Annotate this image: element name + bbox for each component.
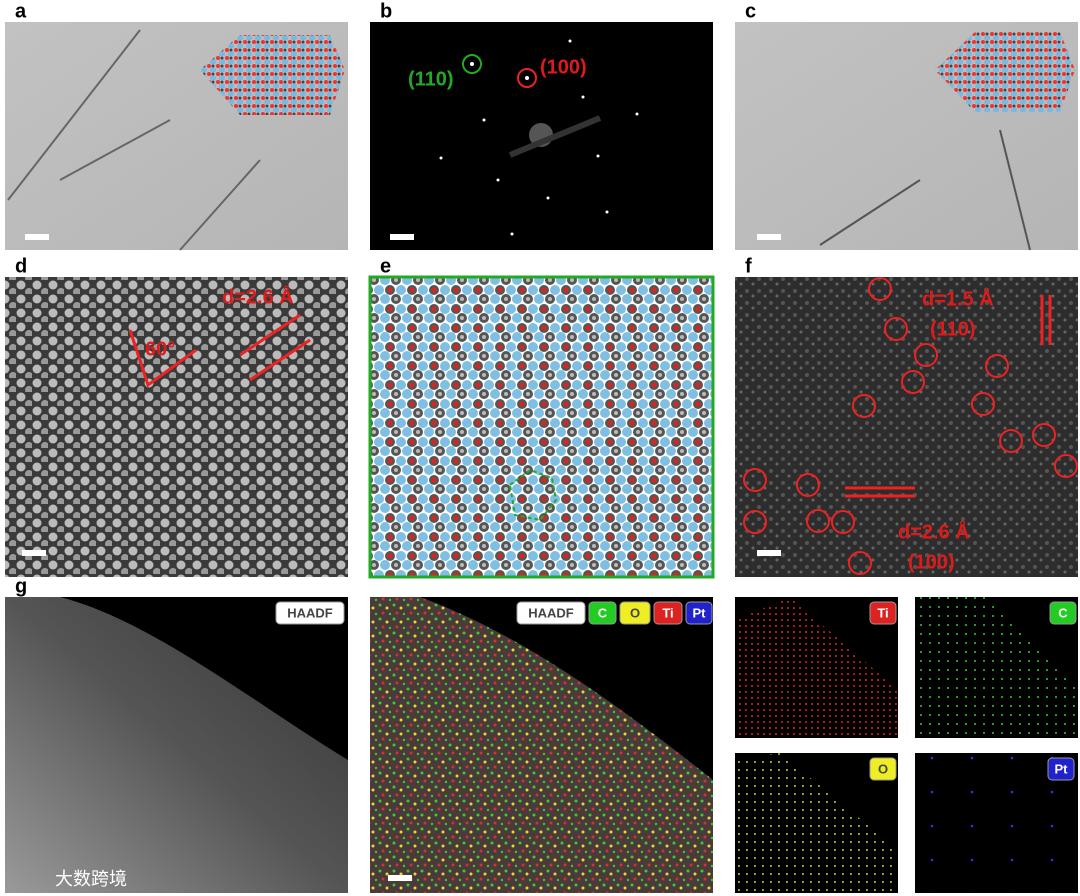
scale-bar [757, 234, 781, 240]
tag [516, 601, 586, 625]
crystal-inset [200, 35, 345, 115]
tag-label: O [878, 761, 888, 776]
tag [869, 757, 897, 781]
scale-bar [388, 875, 412, 881]
tag-label: C [1058, 605, 1068, 620]
map-dots [735, 753, 898, 893]
spot-circle [517, 68, 537, 88]
spacing-label: d=1.5 Å [922, 286, 994, 310]
tag-label: C [598, 605, 608, 620]
tag [275, 601, 345, 625]
eds-dots [370, 597, 713, 893]
tag [619, 601, 651, 625]
tag [588, 601, 617, 625]
tag [685, 601, 713, 625]
tag-label: HAADF [287, 605, 333, 620]
watermark: 大数跨境 [55, 869, 127, 889]
panel-label: b [380, 0, 392, 22]
tag [869, 601, 897, 625]
map-dots [915, 597, 1078, 738]
measure-lines [128, 313, 311, 388]
plane-label: (110) [930, 318, 976, 340]
scale-bar [22, 550, 46, 556]
beam-stop [508, 115, 602, 158]
flake [5, 597, 348, 893]
spot-label: (110) [408, 68, 454, 90]
tag [653, 601, 683, 625]
single-atom-circles [743, 277, 1078, 575]
spacing-label: d=2.6 Å [898, 519, 970, 543]
tag [1047, 757, 1075, 781]
plane-label: (100) [908, 551, 955, 573]
hexagon-outline [508, 468, 558, 522]
map-dots [735, 597, 898, 738]
tag-label: Ti [877, 605, 888, 620]
spot-label: (100) [540, 56, 587, 78]
panel-e-model [368, 275, 715, 579]
tag-label: Pt [693, 605, 707, 620]
panel-label: c [745, 0, 756, 22]
lattice-lines [845, 295, 1052, 498]
scale-bar [25, 234, 49, 240]
panel-label: d [15, 255, 27, 277]
tag-label: O [630, 605, 640, 620]
tag-label: Pt [1055, 761, 1069, 776]
flake-edge [819, 129, 1031, 251]
panel-label: f [745, 255, 752, 277]
spot-circle [462, 54, 482, 74]
scale-bar [757, 550, 781, 556]
flake-edge [7, 29, 261, 251]
crystal-inset [935, 32, 1075, 112]
panel-label: e [380, 255, 391, 277]
panel-label: a [15, 0, 27, 22]
tag [1049, 601, 1077, 625]
panel-d-image [5, 277, 348, 577]
spacing-label: d=2.6 Å [222, 284, 294, 308]
tag-label: Ti [662, 605, 673, 620]
angle-label: 60° [145, 338, 175, 360]
scale-bar [390, 234, 414, 240]
panel-label: g [15, 575, 27, 597]
tag-label: HAADF [528, 605, 574, 620]
